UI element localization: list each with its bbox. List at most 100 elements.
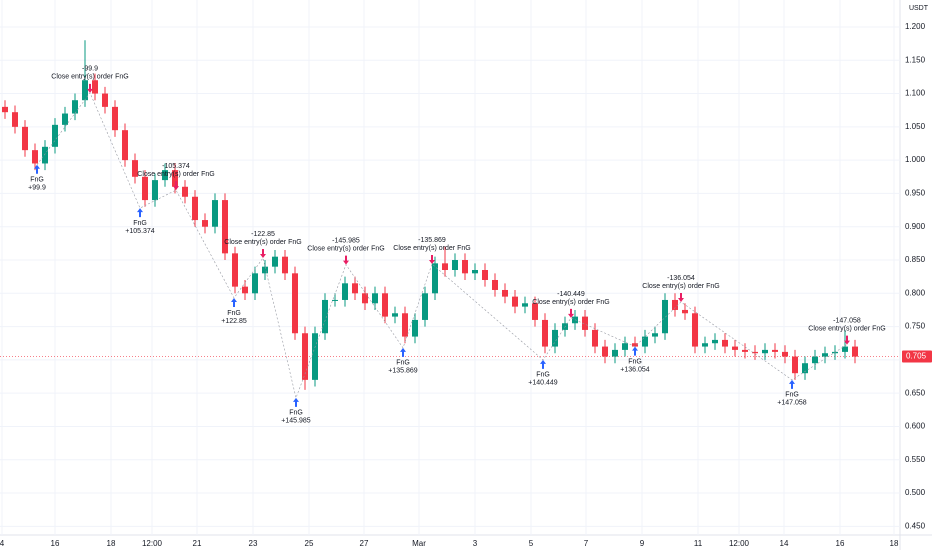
candle-body [292, 273, 298, 334]
x-tick-label: 21 [193, 539, 202, 548]
exit-signal: Close entry(s) order FnG-99.9 [51, 66, 129, 93]
candle-body [252, 273, 258, 294]
candle-body [842, 346, 848, 352]
candle-body [192, 196, 198, 221]
candle [752, 345, 758, 360]
y-tick-label: 1.150 [905, 55, 926, 64]
candle-body [592, 329, 598, 347]
candle [702, 336, 708, 354]
candle-body [302, 333, 308, 380]
candle-body [852, 346, 858, 357]
exit-arrow [173, 181, 179, 191]
entry-signal: FnG+147.058 [777, 379, 807, 407]
entry-arrow [632, 346, 638, 356]
candle-body [222, 200, 228, 254]
y-tick-label: 0.500 [905, 488, 926, 497]
candle-body [82, 80, 88, 101]
y-tick-label: 0.750 [905, 322, 926, 331]
candle-body [462, 260, 468, 274]
exit-signal: Close entry(s) order FnG-147.058 [808, 317, 886, 345]
exit-signal: Close entry(s) order FnG-122.85 [224, 231, 302, 259]
exit-signal: Close entry(s) order FnG-105.374 [137, 163, 215, 191]
entry-arrow [137, 208, 143, 218]
candle [412, 313, 418, 344]
candle [212, 193, 218, 234]
candle-body [482, 269, 488, 280]
y-tick-label: 0.800 [905, 288, 926, 297]
candle [822, 346, 828, 364]
exit-amount: -145.985 [332, 238, 360, 245]
candle-body [152, 180, 158, 201]
candle-body [672, 299, 678, 310]
candle [442, 246, 448, 277]
entry-label: FnG [30, 177, 44, 184]
candle-body [282, 256, 288, 274]
x-tick-label: 16 [51, 539, 60, 548]
candle [512, 289, 518, 314]
candle-body [802, 363, 808, 374]
candle-body [12, 112, 18, 127]
candle [152, 173, 158, 207]
y-tick-label: 0.850 [905, 255, 926, 264]
candle [392, 306, 398, 324]
candle-body [202, 220, 208, 227]
candle [202, 213, 208, 234]
grid [0, 0, 900, 535]
exit-label: Close entry(s) order FnG [808, 325, 885, 332]
candle-body [362, 293, 368, 304]
trade-connector [36, 92, 848, 399]
exit-amount: -135.869 [418, 237, 446, 244]
candle [132, 153, 138, 184]
currency-label: USDT [909, 5, 929, 12]
entry-signal: FnG+105.374 [125, 208, 155, 235]
candle [22, 120, 28, 157]
candle-body [72, 100, 78, 114]
entry-amount: +147.058 [777, 400, 806, 407]
candle-body [652, 333, 658, 337]
candle [262, 260, 268, 280]
x-tick-label: 9 [640, 539, 645, 548]
candle [772, 343, 778, 359]
candle [52, 118, 58, 154]
candle [672, 293, 678, 317]
candle-body [662, 299, 668, 334]
entry-amount: +140.449 [528, 380, 557, 387]
candle [682, 303, 688, 320]
candle [352, 276, 358, 300]
x-tick-label: 23 [249, 539, 258, 548]
x-tick-label: 25 [305, 539, 314, 548]
candle [382, 286, 388, 324]
entry-amount: +135.869 [388, 368, 417, 375]
candle-body [212, 200, 218, 227]
candle [432, 256, 438, 300]
x-tick-label: 12:00 [729, 539, 750, 548]
entry-label: FnG [785, 392, 799, 399]
candle [692, 306, 698, 354]
candle [62, 106, 68, 132]
candle [652, 326, 658, 344]
candle-body [512, 296, 518, 307]
candle [272, 250, 278, 274]
exit-signal: Close entry(s) order FnG-140.449 [532, 291, 610, 318]
candle [302, 326, 308, 390]
exit-signal: Close entry(s) order FnG-135.869 [393, 237, 471, 265]
candle [252, 266, 258, 300]
candle-body [322, 299, 328, 334]
exit-amount: -136.054 [667, 275, 695, 282]
candle-body [622, 343, 628, 350]
y-tick-label: 0.900 [905, 222, 926, 231]
entry-signal: FnG+136.054 [620, 346, 650, 373]
candle-body [742, 349, 748, 352]
x-tick-label: 3 [473, 539, 478, 548]
exit-arrow [844, 335, 850, 345]
candle [472, 263, 478, 280]
candle-body [182, 186, 188, 197]
exit-label: Close entry(s) order FnG [224, 239, 301, 246]
entry-signal: FnG+122.85 [221, 297, 247, 325]
x-tick-label: 12:00 [142, 539, 163, 548]
candle [72, 93, 78, 121]
candle [112, 100, 118, 137]
candle [322, 293, 328, 340]
candle-body [692, 313, 698, 347]
candle-body [502, 289, 508, 297]
